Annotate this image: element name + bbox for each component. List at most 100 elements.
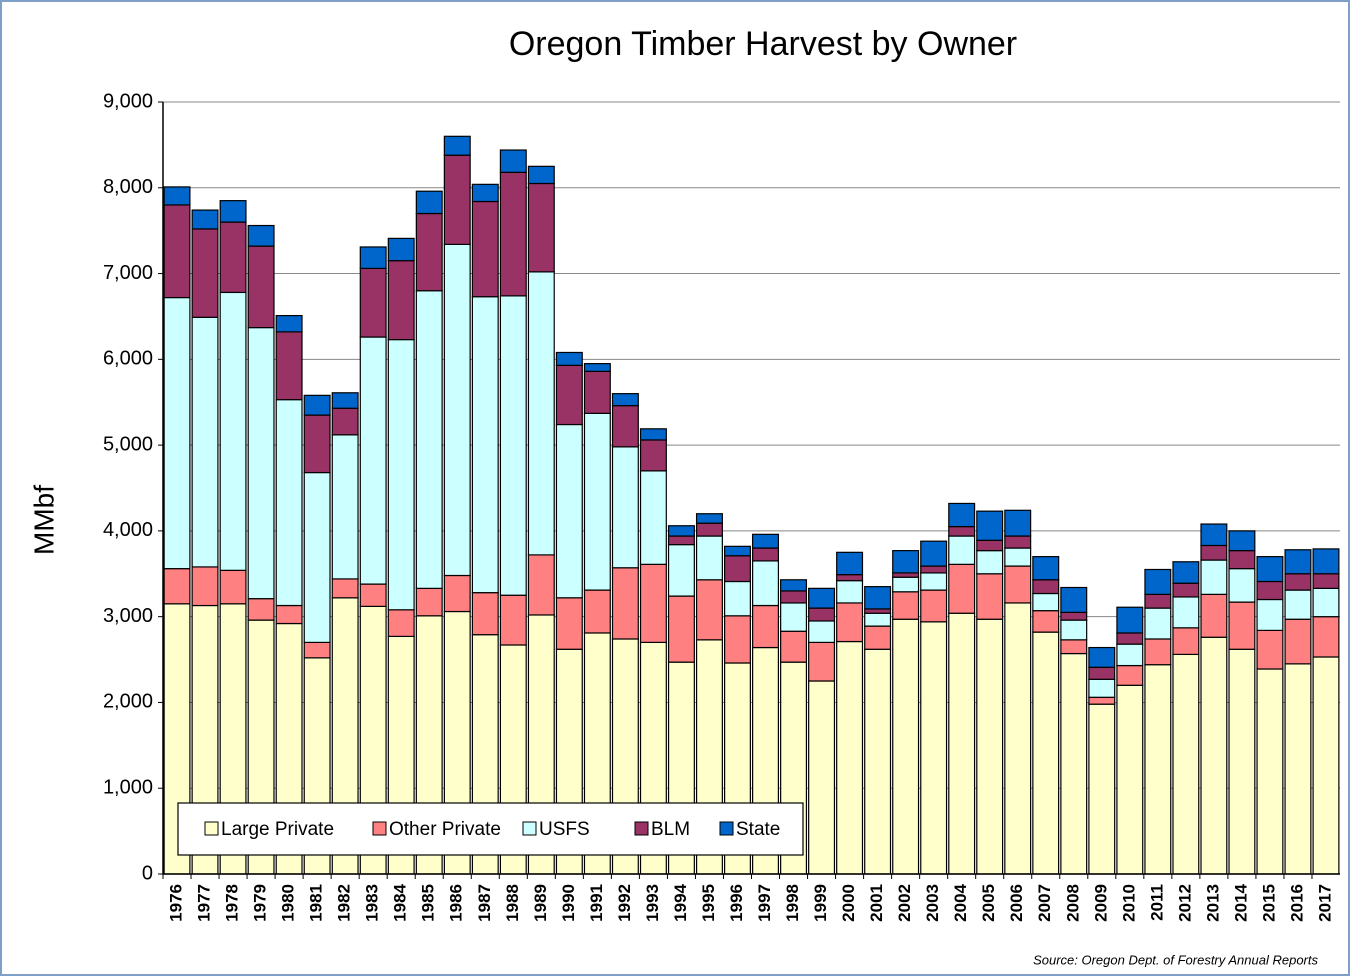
bar-segment	[948, 535, 976, 565]
bar-segment	[1172, 627, 1200, 656]
bar-segment	[892, 576, 920, 593]
bar-segment	[527, 165, 555, 185]
bar-segment	[611, 446, 639, 569]
bar-segment	[555, 597, 583, 650]
legend-swatch	[634, 821, 649, 836]
bar-segment	[1004, 509, 1032, 537]
bar-segment	[415, 190, 443, 215]
bar-segment	[723, 545, 751, 557]
bar-segment	[387, 339, 415, 611]
x-tick-label: 2007	[1035, 884, 1054, 922]
bar-segment	[303, 471, 331, 643]
bar-segment	[443, 243, 471, 577]
bar-segment	[443, 135, 471, 156]
x-tick-label: 1995	[699, 884, 718, 922]
bar-segment	[219, 569, 247, 605]
bar-segment	[471, 183, 499, 203]
bar-segment	[1060, 639, 1088, 655]
bar-segment	[191, 209, 219, 230]
bar-segment	[1004, 602, 1032, 875]
bar-segment	[1004, 547, 1032, 567]
bar-segment	[527, 554, 555, 616]
bar-segment	[527, 182, 555, 273]
bar-segment	[275, 314, 303, 333]
legend-label: Large Private	[221, 819, 334, 840]
legend-label: Other Private	[389, 819, 501, 840]
bar-segment	[191, 228, 219, 318]
bar-segment	[1144, 607, 1172, 640]
bar-segment	[780, 602, 808, 632]
bar-segment	[1116, 632, 1144, 645]
bar-segment	[1032, 592, 1060, 612]
x-tick-label: 1996	[727, 884, 746, 922]
bar-segment	[920, 621, 948, 875]
y-tick-label: 1,000	[103, 777, 153, 799]
bar-segment	[1228, 530, 1256, 552]
bar-segment	[1088, 703, 1116, 875]
bar-segment	[780, 630, 808, 663]
x-tick-label: 2011	[1147, 884, 1166, 921]
bar-segment	[1088, 666, 1116, 680]
x-tick-label: 2003	[923, 884, 942, 922]
x-tick-label: 2009	[1091, 884, 1110, 922]
x-tick-label: 2017	[1315, 884, 1334, 922]
bar-segment	[163, 204, 191, 299]
bar-segment	[471, 200, 499, 298]
x-tick-label: 1980	[279, 884, 298, 922]
x-tick-label: 2013	[1203, 884, 1222, 922]
x-tick-label: 1984	[391, 883, 410, 921]
bar-segment	[1060, 619, 1088, 641]
bar-segment	[359, 267, 387, 338]
bar-segment	[163, 186, 191, 206]
bar-segment	[1172, 596, 1200, 629]
bar-segment	[808, 620, 836, 644]
x-tick-label: 1981	[307, 884, 326, 922]
bar-segment	[1116, 606, 1144, 634]
bar-segment	[499, 594, 527, 646]
bar-segment	[780, 579, 808, 592]
bar-segment	[1256, 556, 1284, 583]
bar-segment	[1256, 668, 1284, 875]
x-tick-label: 1997	[755, 884, 774, 922]
bar-segment	[695, 535, 723, 581]
bar-segment	[752, 533, 780, 549]
bar-segment	[752, 560, 780, 607]
y-tick-label: 4,000	[103, 519, 153, 541]
legend-label: State	[736, 819, 780, 840]
bar-segment	[499, 171, 527, 297]
x-tick-label: 1989	[531, 884, 550, 922]
y-tick-label: 9,000	[103, 90, 153, 112]
bar-segment	[695, 579, 723, 641]
bar-segment	[1284, 589, 1312, 620]
bar-segment	[948, 525, 976, 537]
x-tick-label: 1988	[503, 884, 522, 922]
x-tick-label: 1977	[195, 884, 214, 922]
bar-segment	[1172, 582, 1200, 598]
y-tick-label: 3,000	[103, 605, 153, 627]
x-tick-label: 1990	[559, 884, 578, 922]
bar-segment	[247, 224, 275, 247]
bar-segment	[359, 246, 387, 270]
bar-segment	[1088, 646, 1116, 668]
legend-label: USFS	[539, 819, 590, 840]
x-tick-label: 2014	[1231, 883, 1250, 921]
bar-segment	[1032, 631, 1060, 875]
x-tick-label: 2008	[1063, 884, 1082, 922]
x-tick-label: 2004	[951, 883, 970, 921]
bar-segment	[948, 563, 976, 614]
bar-segment	[639, 563, 667, 644]
x-tick-label: 1983	[363, 884, 382, 922]
bar-segment	[303, 394, 331, 416]
x-tick-label: 1992	[615, 884, 634, 922]
bar-segment	[639, 439, 667, 472]
x-tick-label: 1998	[783, 884, 802, 922]
bar-segment	[808, 607, 836, 622]
bar-segment	[639, 470, 667, 565]
y-tick-label: 0	[142, 862, 153, 884]
x-tick-label: 1982	[335, 884, 354, 922]
bar-segment	[808, 641, 836, 682]
bar-segment	[1200, 593, 1228, 638]
bar-segment	[1312, 587, 1340, 618]
bar-segment	[864, 648, 892, 875]
